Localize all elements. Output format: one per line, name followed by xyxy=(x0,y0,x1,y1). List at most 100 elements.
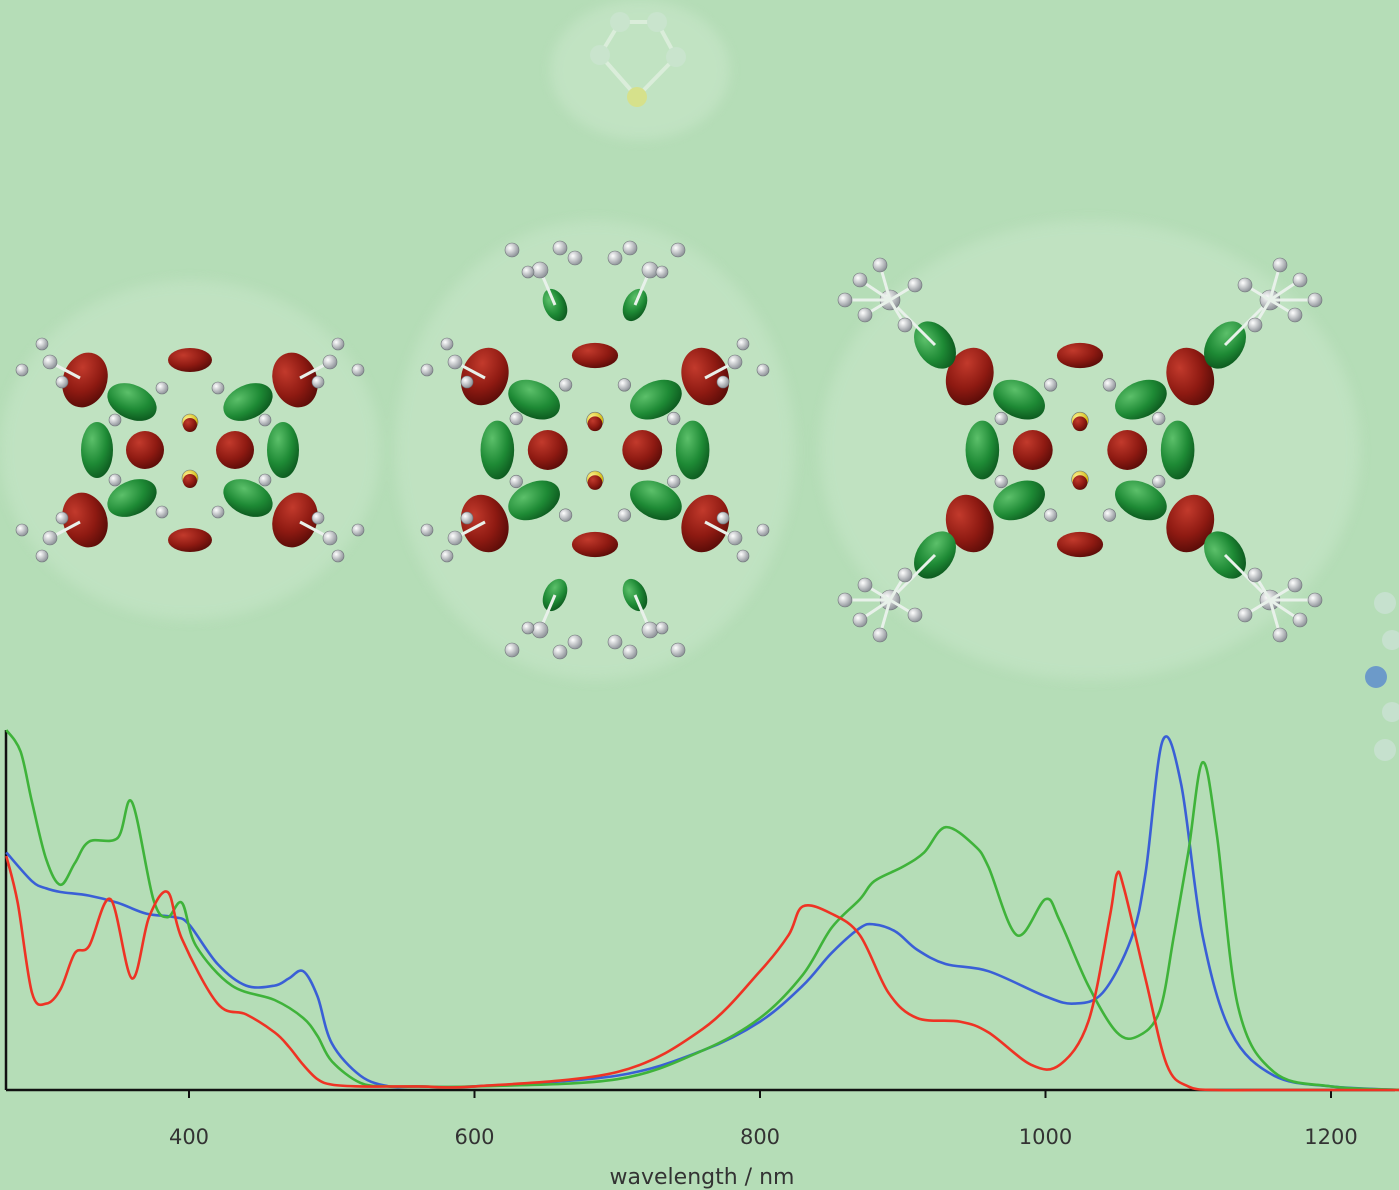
atom xyxy=(1287,577,1303,593)
series-line-3 xyxy=(5,855,1399,1092)
atom xyxy=(15,523,29,537)
atom xyxy=(641,621,659,639)
x-tick-label: 1200 xyxy=(1304,1125,1357,1149)
orbital-lobe-green xyxy=(223,479,273,517)
molecule-1 xyxy=(15,337,365,563)
atom xyxy=(42,354,58,370)
atom xyxy=(1102,378,1116,392)
atom xyxy=(351,363,365,377)
atom xyxy=(655,265,669,279)
atom xyxy=(1247,567,1263,583)
series-line-2 xyxy=(5,729,1399,1092)
atom xyxy=(872,257,888,273)
x-axis-ticks: 400 600 800 1000 1200 xyxy=(169,1090,1358,1149)
atom xyxy=(155,505,169,519)
atom xyxy=(258,413,272,427)
atom xyxy=(727,354,743,370)
atom xyxy=(552,644,568,660)
atom xyxy=(1102,508,1116,522)
orbital-lobe-green xyxy=(81,422,113,478)
orbital-lobe-red xyxy=(183,418,197,432)
orbital-lobe-green xyxy=(223,383,273,421)
orbital-lobe-green xyxy=(965,420,1000,480)
atom xyxy=(617,508,632,522)
molecular-orbital-structures xyxy=(15,240,1323,660)
atom xyxy=(440,337,454,351)
bond xyxy=(1223,298,1272,347)
atom xyxy=(531,621,549,639)
atom xyxy=(504,642,520,658)
atom xyxy=(211,505,225,519)
atom xyxy=(727,530,743,546)
background-haze xyxy=(0,0,1360,680)
atom xyxy=(521,265,535,279)
orbital-lobe-green xyxy=(1115,480,1167,521)
atom xyxy=(622,240,638,256)
orbital-lobe-green xyxy=(508,480,560,521)
atom xyxy=(857,577,873,593)
orbital-lobe-red xyxy=(587,416,603,432)
atom xyxy=(447,354,463,370)
atom xyxy=(351,523,365,537)
orbital-lobe-green xyxy=(1160,420,1195,480)
atom xyxy=(1292,612,1308,628)
atom xyxy=(1247,317,1263,333)
atom xyxy=(15,363,29,377)
atom xyxy=(1287,307,1303,323)
atom xyxy=(211,381,225,395)
atom xyxy=(311,375,325,389)
orbital-lobe-green xyxy=(630,480,682,521)
orbital-lobe-red xyxy=(1166,494,1215,553)
atom xyxy=(35,549,49,563)
atom xyxy=(1043,508,1058,522)
atom xyxy=(567,250,583,266)
atom xyxy=(1272,627,1288,643)
atom xyxy=(567,634,583,650)
orbital-lobe-red xyxy=(622,430,663,470)
atom xyxy=(994,411,1008,426)
atom xyxy=(108,473,122,487)
atom xyxy=(667,411,681,426)
absorption-spectrum-chart: 400 600 800 1000 1200 wavelength / nm xyxy=(4,729,1399,1190)
orbital-lobe-red xyxy=(1056,342,1104,369)
atom xyxy=(607,250,623,266)
x-tick-label: 1000 xyxy=(1019,1125,1072,1149)
atom xyxy=(670,242,686,258)
atom xyxy=(872,627,888,643)
atom xyxy=(607,634,623,650)
atom xyxy=(440,549,454,563)
orbital-lobe-red xyxy=(1072,475,1088,490)
orbital-lobe-green xyxy=(480,420,515,480)
orbital-lobe-green xyxy=(267,422,299,478)
x-axis-title: wavelength / nm xyxy=(610,1165,795,1190)
orbital-lobe-green xyxy=(630,379,682,420)
orbital-lobe-red xyxy=(571,342,619,369)
atom xyxy=(756,523,770,537)
orbital-lobe-red xyxy=(1166,347,1215,406)
atom xyxy=(1272,257,1288,273)
orbital-lobe-red xyxy=(272,352,318,408)
orbital-lobe-red xyxy=(1056,531,1104,558)
atom xyxy=(322,530,338,546)
atom xyxy=(311,511,325,525)
atom xyxy=(1237,277,1253,293)
atom xyxy=(852,612,868,628)
orbital-lobe-green xyxy=(107,479,157,517)
atom xyxy=(837,292,853,308)
atom xyxy=(736,549,750,563)
orbital-lobe-red xyxy=(168,528,212,552)
orbital-lobe-green xyxy=(508,379,560,420)
atom xyxy=(897,317,913,333)
spectra-series xyxy=(5,729,1399,1092)
top-fragment xyxy=(590,12,686,107)
atom xyxy=(420,363,434,377)
atom xyxy=(1237,607,1253,623)
atom xyxy=(55,511,69,525)
atom xyxy=(55,375,69,389)
x-tick-label: 400 xyxy=(169,1125,209,1149)
atom xyxy=(504,242,520,258)
atom xyxy=(897,567,913,583)
atom xyxy=(670,642,686,658)
atom xyxy=(108,413,122,427)
x-tick-label: 600 xyxy=(454,1125,494,1149)
